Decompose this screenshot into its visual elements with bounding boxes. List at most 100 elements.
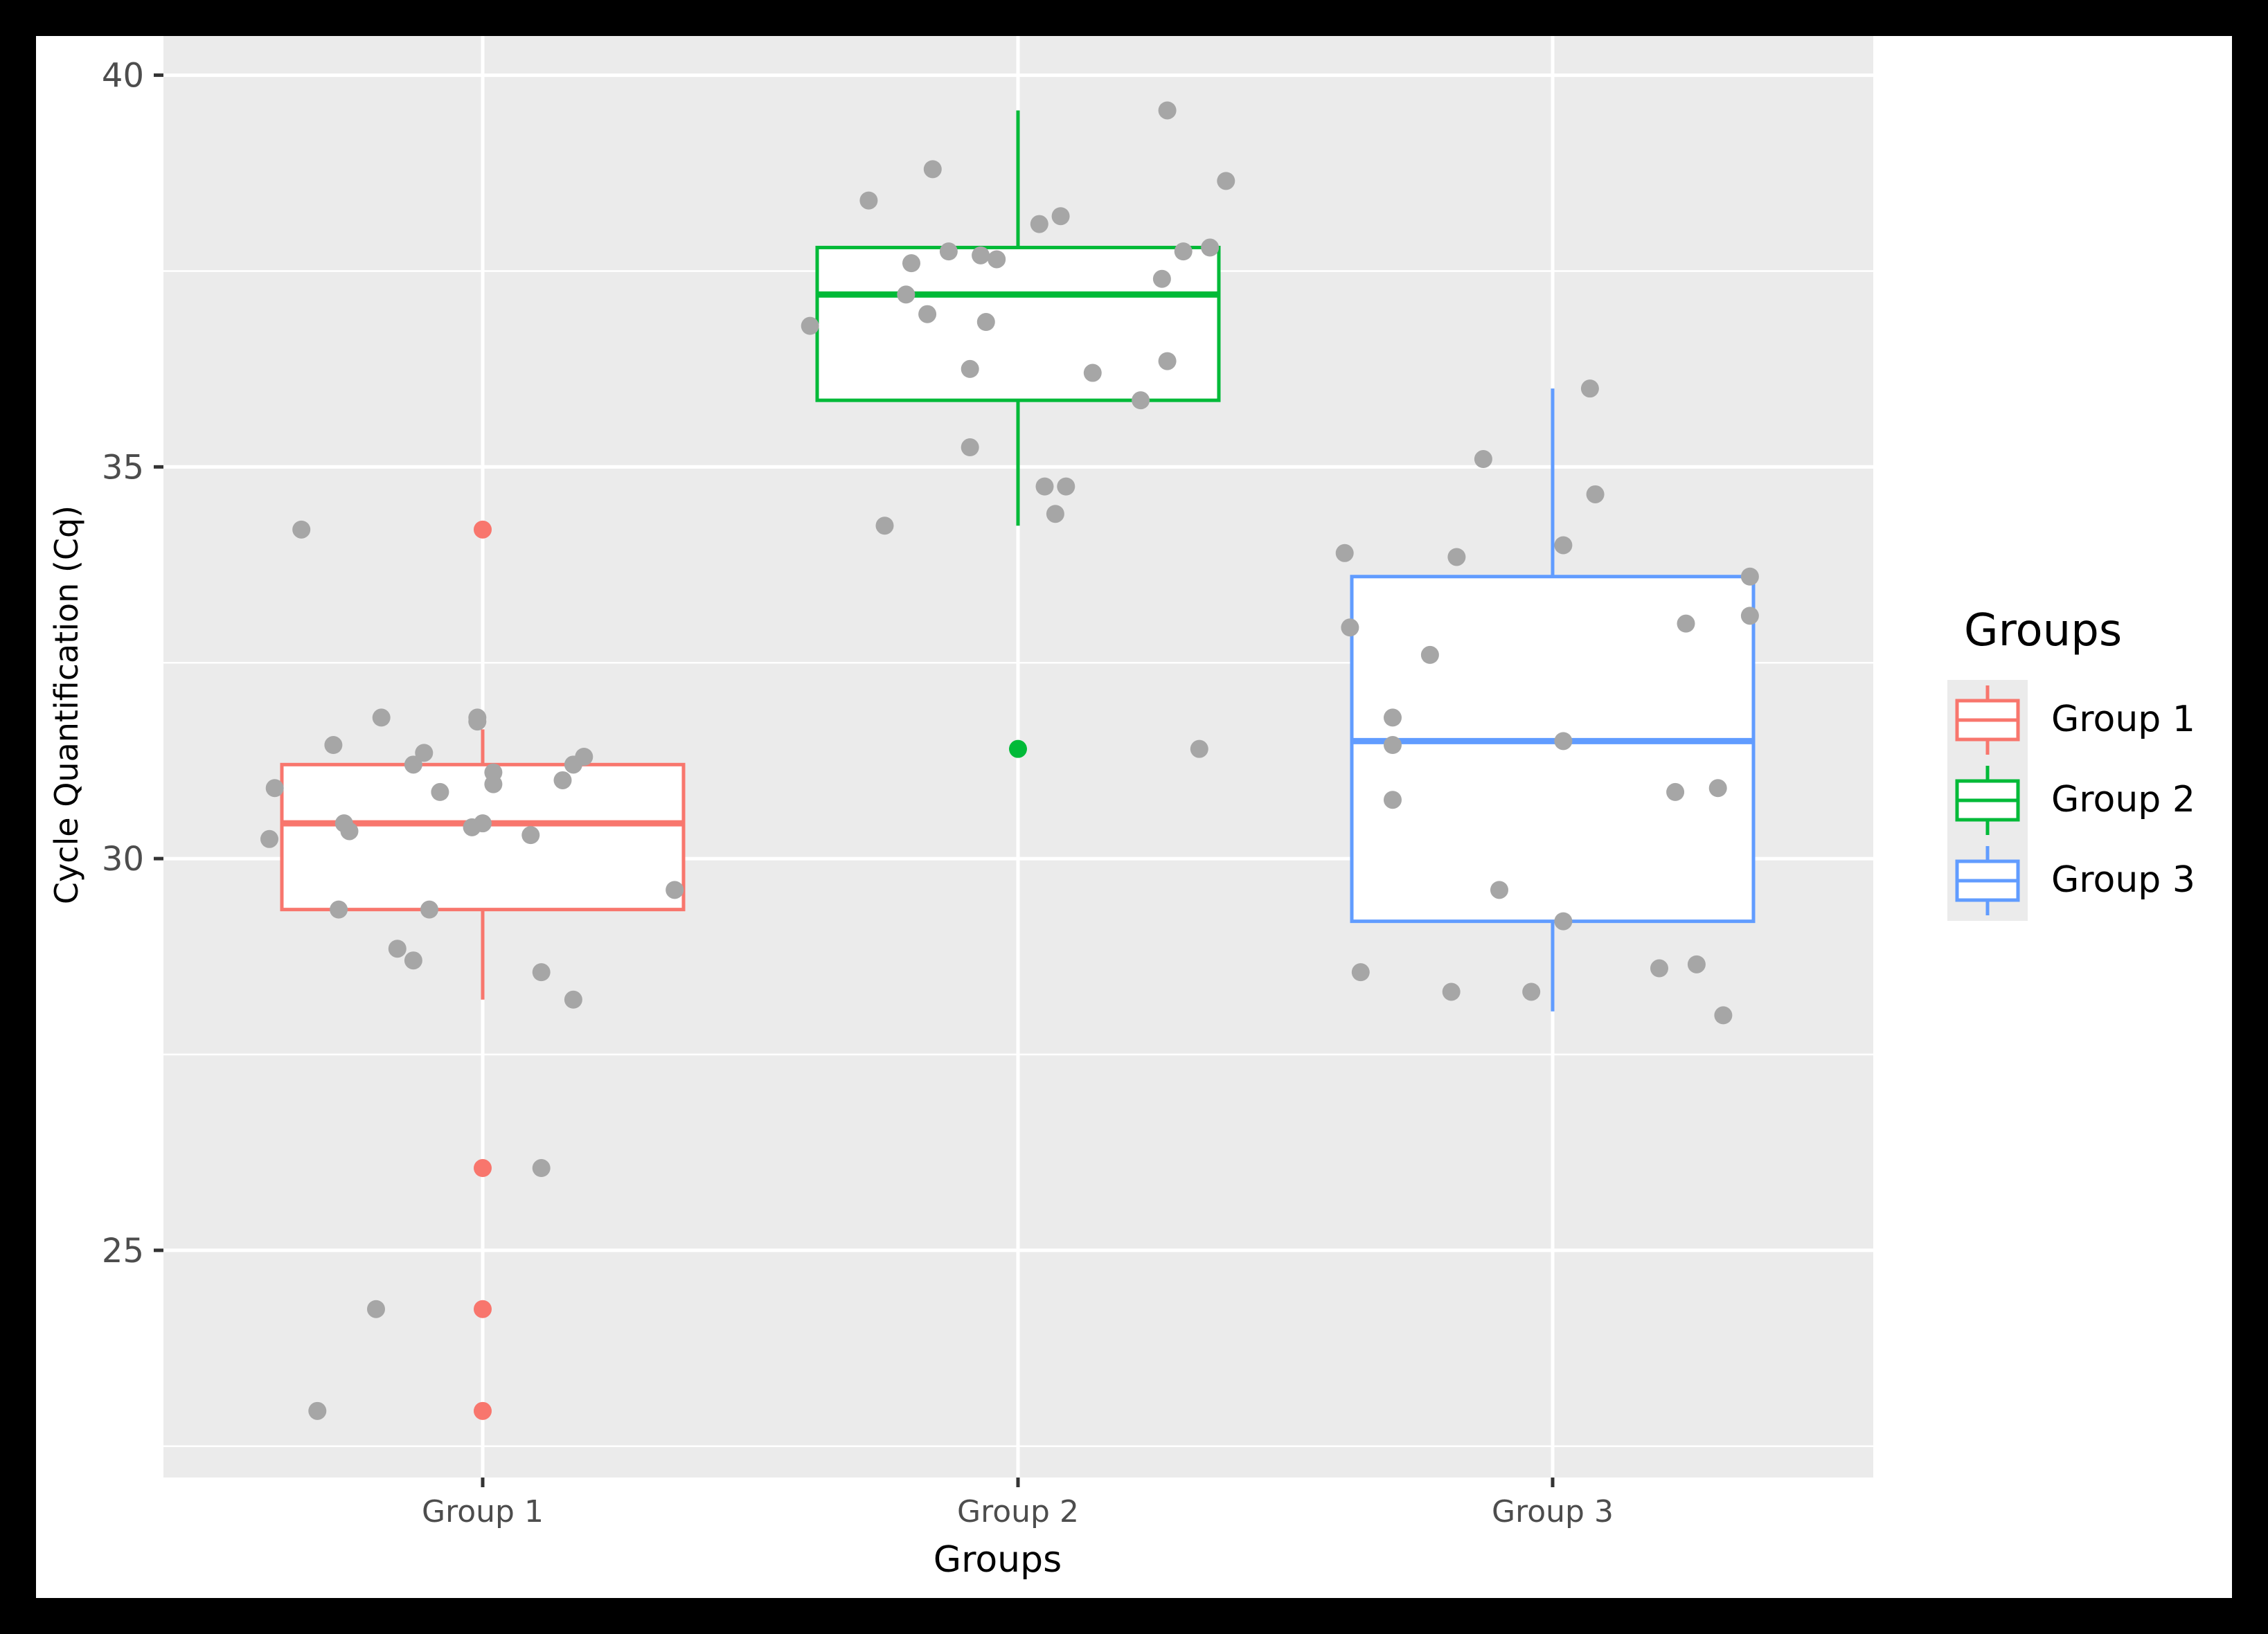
jitter-point [575,748,593,766]
outlier-point [474,1300,492,1318]
jitter-point [404,755,422,774]
jitter-point [484,763,503,782]
jitter-point [468,708,487,727]
jitter-point [961,359,979,378]
jitter-point [1174,242,1193,261]
y-tick-label: 30 [102,840,144,879]
jitter-point [1740,567,1759,586]
jitter-point [1190,739,1208,758]
jitter-point [1650,959,1668,978]
jitter-point [976,313,995,332]
jitter-point [1132,391,1150,410]
jitter-point [265,779,284,798]
jitter-point [988,250,1006,269]
jitter-point [1474,450,1492,469]
jitter-point [939,242,958,261]
box [815,246,1221,402]
jitter-point [1046,505,1064,523]
jitter-point [404,951,422,970]
jitter-point [324,736,343,755]
outlier-point [474,520,492,539]
jitter-point [420,900,438,919]
box [1350,575,1756,924]
jitter-point [1740,607,1759,625]
jitter-point [1351,963,1370,982]
jitter-point [1708,779,1727,798]
jitter-point [1341,618,1359,637]
jitter-point [1554,912,1573,931]
jitter-point [388,940,407,958]
jitter-point [1158,352,1177,370]
jitter-point [1666,782,1685,801]
jitter-point [859,191,878,210]
legend-label: Group 1 [2051,699,2195,740]
jitter-point [474,814,492,833]
jitter-point [972,246,990,264]
jitter-point [1554,536,1573,555]
jitter-point [1586,485,1605,503]
jitter-point [918,305,937,323]
jitter-point [1335,544,1354,562]
box [280,762,686,912]
jitter-point [292,520,311,539]
jitter-point [372,708,391,727]
jitter-point [532,963,551,982]
y-tick-label: 40 [102,57,144,96]
jitter-point [1420,645,1439,664]
jitter-point [1083,363,1102,382]
x-tick-label: Group 3 [1492,1494,1614,1529]
jitter-point [521,826,540,845]
jitter-point [1384,736,1402,755]
jitter-point [897,285,916,304]
legend-label: Group 3 [2051,859,2195,901]
jitter-point [875,517,894,535]
jitter-point [1057,477,1075,496]
x-tick-label: Group 2 [957,1494,1079,1529]
outlier-point [474,1401,492,1420]
x-axis-title: Groups [934,1539,1062,1581]
jitter-point [961,438,979,457]
jitter-point [260,829,278,848]
jitter-point [1152,269,1171,288]
jitter-point [1201,238,1220,257]
jitter-point [1030,215,1048,233]
jitter-point [1447,548,1466,566]
jitter-point [1442,982,1461,1001]
jitter-point [1677,614,1695,633]
jitter-point [1051,207,1070,226]
jitter-point [330,900,348,919]
jitter-point [1490,881,1508,899]
legend-title: Groups [1964,605,2122,656]
jitter-point [1522,982,1541,1001]
jitter-point [666,881,684,899]
jitter-point [1687,955,1706,973]
outlier-point [474,1159,492,1178]
jitter-point [564,990,582,1009]
jitter-point [367,1300,385,1318]
jitter-point [1384,708,1402,727]
jitter-point [532,1159,551,1178]
jitter-point [431,782,449,801]
jitter-point [801,316,819,335]
jitter-point [340,822,359,841]
jitter-point [1554,732,1573,751]
y-axis-title: Cycle Quantification (Cq) [48,505,85,904]
jitter-point [1217,172,1235,190]
jitter-point [1714,1006,1733,1025]
jitter-point [1384,791,1402,809]
jitter-point [1158,101,1177,120]
jitter-point [308,1401,327,1420]
jitter-point [415,744,434,762]
boxplot-chart: 25 30 35 40 Group 1 Group 2 Group 3 Groups Cycle… [48,36,2195,1581]
y-tick-label: 25 [102,1232,144,1271]
legend-label: Group 2 [2051,779,2195,820]
outlier-point [1009,739,1027,758]
jitter-point [1580,379,1599,398]
y-tick-label: 35 [102,448,144,487]
jitter-point [553,771,572,789]
jitter-point [923,160,942,179]
jitter-point [1035,477,1054,496]
x-tick-label: Group 1 [422,1494,544,1529]
jitter-point [902,254,920,273]
